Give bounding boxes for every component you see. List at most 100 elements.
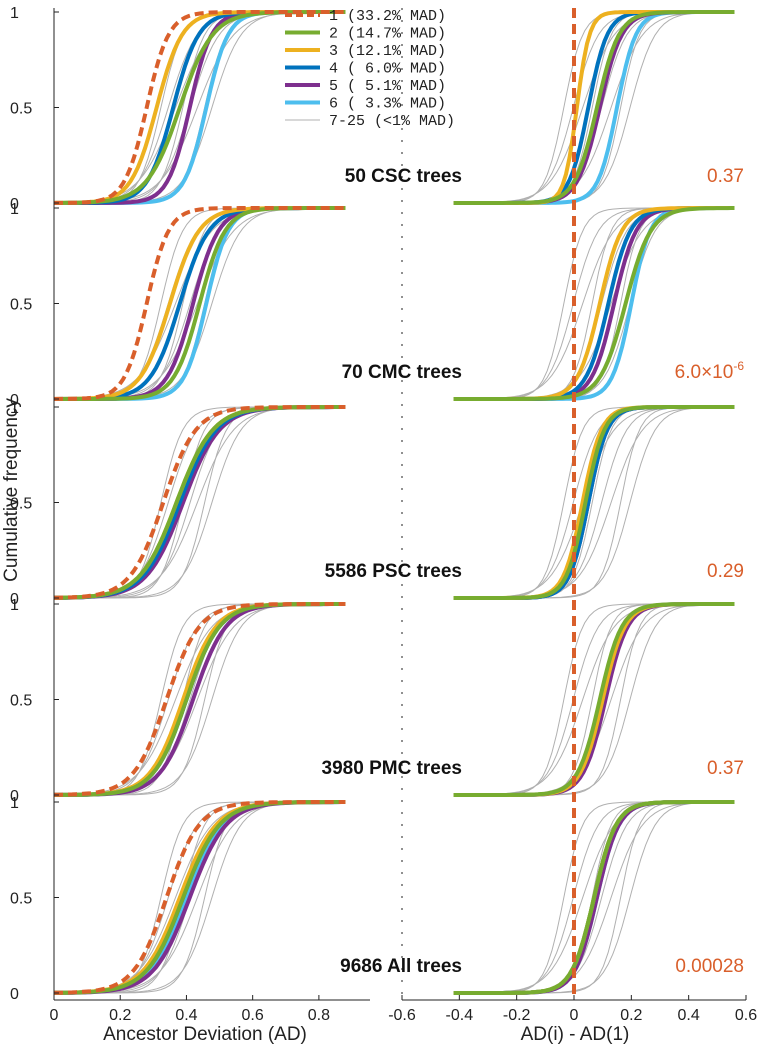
left-curve-series-6	[53, 800, 346, 995]
left-curve-grey-5	[70, 603, 329, 796]
panel-label-4: 3980 PMC trees	[322, 758, 462, 779]
panel-5: 9686 All trees 0.00028	[53, 800, 744, 995]
left-curve-series-1	[53, 206, 346, 401]
panel-label-5: 9686 All trees	[340, 956, 462, 977]
left-curve-grey-6	[70, 11, 329, 204]
right-curve-grey-7	[453, 11, 735, 204]
right-xtick-label-1: -0.4	[446, 1007, 474, 1024]
left-curve-grey-2	[70, 801, 329, 994]
left-curve-series-3	[54, 10, 346, 205]
left-curve-series-5	[54, 10, 346, 205]
panel-pvalue-3: 0.29	[707, 561, 744, 582]
panel-pvalue-5: 0.00028	[675, 956, 744, 977]
right-curve-series-5	[453, 602, 735, 797]
right-curve-series-5	[453, 405, 735, 600]
left-curve-grey-3	[70, 801, 329, 993]
left-curve-grey-6	[70, 801, 329, 994]
left-curve-grey-1	[70, 11, 329, 204]
left-curve-grey-7	[70, 801, 329, 994]
legend-label-2: 2 (14.7% MAD)	[329, 26, 446, 43]
ytick-label-p2-1: 0.5	[10, 297, 32, 314]
right-curve-series-4	[453, 10, 735, 205]
right-curve-series-6	[453, 10, 735, 205]
left-curve-grey-3	[70, 603, 329, 795]
right-curve-grey-5	[453, 11, 735, 204]
left-xtick-label-0: 0	[50, 1007, 59, 1024]
left-curve-series-2	[54, 206, 346, 401]
left-xtick-label-3: 0.6	[242, 1007, 264, 1024]
left-xtick-label-1: 0.2	[109, 1007, 131, 1024]
right-curve-series-2	[453, 10, 735, 205]
left-curve-series-3	[54, 800, 346, 995]
left-curve-series-2	[54, 10, 346, 205]
right-curve-series-6	[453, 602, 735, 797]
left-curve-series-2	[53, 405, 346, 600]
left-curve-series-2	[54, 800, 346, 995]
left-curve-grey-2	[70, 406, 329, 599]
ytick-label-p5-0: 0	[10, 986, 19, 1003]
left-curve-grey-5	[70, 11, 329, 204]
right-curve-grey-2	[453, 406, 735, 599]
left-curve-grey-6	[70, 603, 329, 796]
left-curve-grey-7	[70, 11, 329, 204]
left-curve-series-1	[54, 602, 346, 797]
right-curve-grey-8	[453, 11, 735, 204]
ytick-label-p3-2: 1	[10, 400, 19, 417]
left-curve-series-4	[54, 10, 346, 205]
right-curve-series-4	[453, 405, 735, 600]
left-curve-grey-8	[70, 801, 329, 994]
panel-pvalue-1: 0.37	[707, 166, 744, 187]
right-curve-grey-4	[453, 603, 735, 796]
left-curve-grey-1	[70, 801, 329, 994]
right-curve-grey-6	[453, 406, 735, 599]
panel-2: 70 CMC trees 6.0×10-6	[53, 206, 744, 401]
legend-label-6: 6 ( 3.3% MAD)	[329, 96, 446, 113]
right-curve-grey-4	[453, 406, 735, 599]
right-curve-series-2	[453, 405, 735, 600]
left-curve-grey-5	[70, 406, 329, 599]
left-x-axis-label: Ancestor Deviation (AD)	[103, 1024, 307, 1045]
right-curve-grey-8	[453, 406, 735, 599]
ytick-label-p4-2: 1	[10, 597, 19, 614]
right-curve-grey-3	[453, 406, 735, 599]
right-xtick-label-2: -0.2	[503, 1007, 531, 1024]
left-curve-series-4	[54, 602, 346, 797]
left-curve-grey-4	[70, 801, 329, 994]
right-curve-series-4	[453, 602, 735, 797]
left-curve-grey-8	[70, 11, 329, 204]
left-curve-series-4	[54, 405, 346, 600]
legend-label-3: 3 (12.1% MAD)	[329, 43, 446, 60]
right-curve-series-2	[453, 602, 735, 797]
ytick-label-p5-1: 0.5	[10, 891, 32, 908]
panel-label-2: 70 CMC trees	[342, 362, 462, 383]
right-curve-grey-5	[453, 406, 735, 599]
left-curve-series-1	[54, 800, 346, 995]
ytick-label-p2-2: 1	[10, 201, 19, 218]
ytick-label-p4-1: 0.5	[10, 693, 32, 710]
ytick-label-p1-0: 0	[10, 196, 19, 213]
left-curve-series-2	[54, 602, 346, 797]
left-curve-grey-7	[70, 603, 329, 796]
right-curve-grey-2	[453, 11, 735, 204]
panel-label-1: 50 CSC trees	[345, 166, 462, 187]
left-curve-grey-7	[70, 406, 329, 599]
panel-4: 3980 PMC trees 0.37	[54, 602, 744, 797]
left-curve-series-4	[54, 800, 346, 995]
left-curve-grey-8	[70, 603, 329, 796]
right-curve-grey-3	[453, 603, 735, 796]
left-curve-series-5	[54, 800, 346, 995]
right-curve-series-3	[453, 10, 735, 205]
right-curve-series-2	[453, 206, 735, 401]
legend-label-5: 5 ( 5.1% MAD)	[329, 78, 446, 95]
left-xtick-label-4: 0.8	[308, 1007, 330, 1024]
left-curve-series-5	[54, 405, 346, 600]
left-xtick-label-2: 0.4	[175, 1007, 197, 1024]
left-curve-grey-4	[70, 406, 329, 599]
legend-label-1: 1 (33.2% MAD)	[329, 8, 446, 25]
left-curve-grey-4	[70, 603, 329, 796]
ytick-label-p2-0: 0	[10, 392, 19, 409]
right-curve-grey-1	[453, 603, 735, 796]
left-curve-grey-5	[70, 801, 329, 994]
